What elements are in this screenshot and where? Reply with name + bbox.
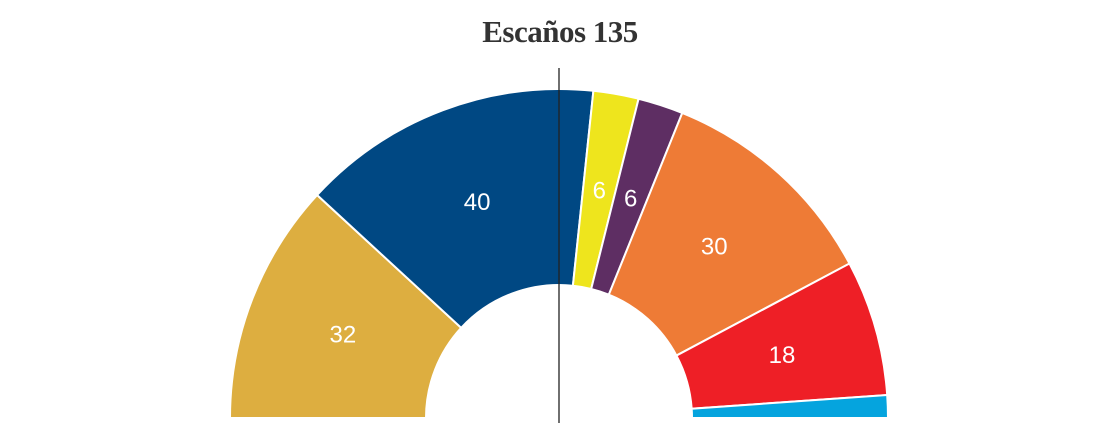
hemicycle-labels: 32 40 6 6 30 18: [330, 178, 796, 370]
hemicycle-slice-7: [690, 393, 890, 419]
hemicycle-slices: [228, 88, 890, 419]
slice-value-label-5: 30: [701, 234, 728, 261]
hemicycle-slice-1: [228, 193, 463, 419]
chart-title: Escaños 135: [482, 14, 638, 49]
slice-value-label-1: 32: [330, 322, 357, 349]
slice-value-label-3: 6: [593, 178, 606, 205]
hemicycle-slice-2: [315, 88, 595, 330]
slice-value-label-4: 6: [624, 185, 637, 212]
slice-value-label-6: 18: [769, 342, 796, 369]
slice-value-label-2: 40: [464, 189, 491, 216]
